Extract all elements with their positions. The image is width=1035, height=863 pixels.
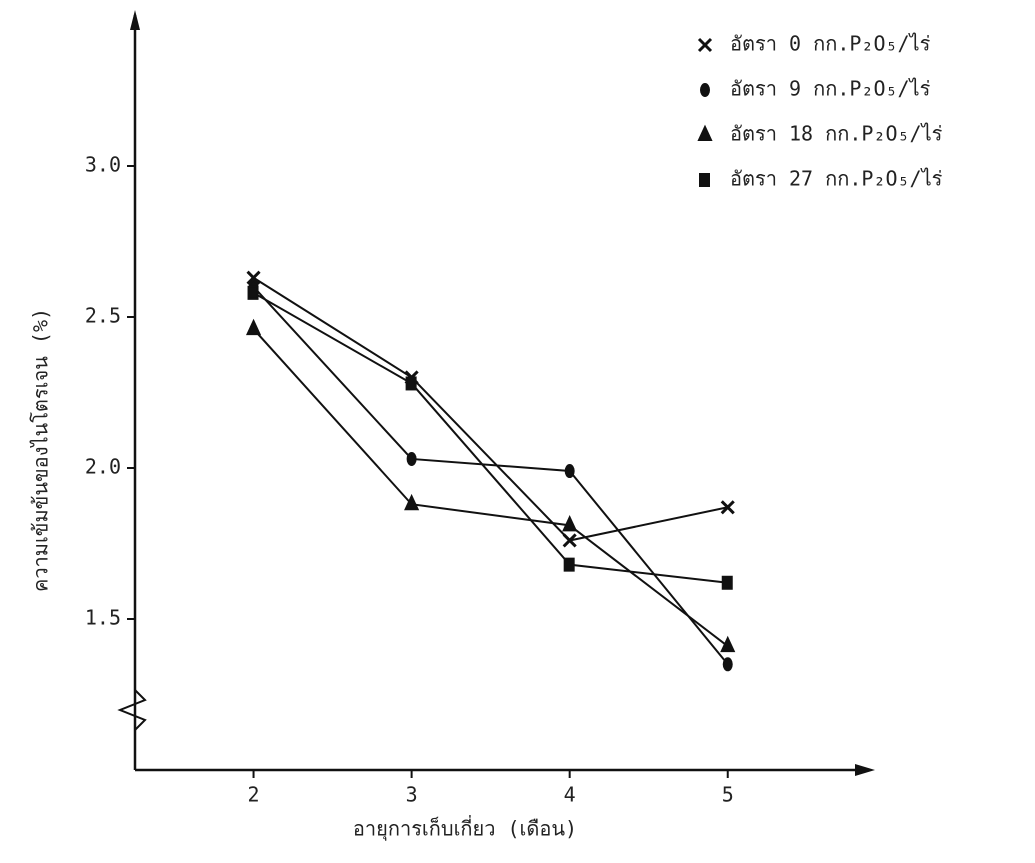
y-axis-arrow — [130, 10, 140, 30]
series-line — [254, 293, 728, 583]
y-tick-label: 2.0 — [85, 455, 121, 479]
marker — [248, 321, 260, 334]
marker — [700, 174, 709, 186]
marker — [724, 658, 732, 670]
legend-label: อัตรา 0 กก.P₂O₅/ไร่ — [730, 32, 931, 56]
x-tick-label: 4 — [564, 783, 576, 807]
marker — [565, 559, 574, 571]
y-axis-label: ความเข้มข้นของไนโตรเจน (%) — [29, 308, 53, 592]
x-axis-arrow — [855, 764, 875, 776]
axis-break — [120, 690, 145, 730]
x-tick-label: 2 — [248, 783, 260, 807]
chart: อายุการเก็บเกี่ยว (เดือน) ความเข้มข้นของ… — [0, 0, 1035, 863]
marker — [723, 577, 732, 589]
marker — [701, 84, 709, 96]
legend-label: อัตรา 9 กก.P₂O₅/ไร่ — [730, 77, 931, 101]
page: อายุการเก็บเกี่ยว (เดือน) ความเข้มข้นของ… — [0, 0, 1035, 863]
legend-label: อัตรา 27 กก.P₂O₅/ไร่ — [730, 167, 943, 191]
marker — [249, 287, 258, 299]
y-tick-label: 3.0 — [85, 153, 121, 177]
x-tick-label: 3 — [406, 783, 418, 807]
marker — [407, 377, 416, 389]
marker — [699, 127, 711, 140]
x-tick-label: 5 — [722, 783, 734, 807]
x-axis-label: อายุการเก็บเกี่ยว (เดือน) — [353, 815, 577, 842]
marker — [408, 453, 416, 465]
marker — [566, 465, 574, 477]
series-line — [254, 329, 728, 646]
y-tick-label: 1.5 — [85, 606, 121, 630]
marker — [699, 39, 711, 51]
marker — [722, 638, 734, 651]
y-tick-label: 2.5 — [85, 304, 121, 328]
legend-label: อัตรา 18 กก.P₂O₅/ไร่ — [730, 122, 943, 146]
